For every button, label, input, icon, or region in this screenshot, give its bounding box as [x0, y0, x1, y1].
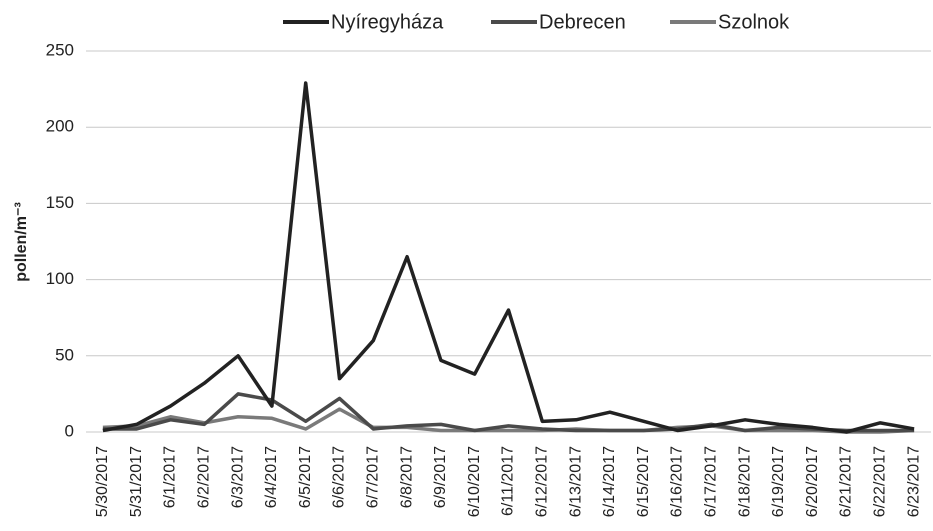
x-tick-label: 6/6/2017	[331, 446, 348, 508]
x-tick-label: 6/23/2017	[905, 446, 922, 517]
x-tick-label: 6/17/2017	[703, 446, 720, 517]
x-tick-label: 6/8/2017	[398, 446, 415, 508]
x-tick-label: 5/31/2017	[128, 446, 145, 517]
x-tick-label: 6/20/2017	[804, 446, 821, 517]
x-tick-label: 6/1/2017	[162, 446, 179, 508]
x-tick-label: 6/12/2017	[534, 446, 551, 517]
y-tick-label: 150	[46, 193, 74, 212]
x-tick-label: 6/15/2017	[635, 446, 652, 517]
x-tick-label: 6/3/2017	[229, 446, 246, 508]
y-tick-label: 250	[46, 40, 74, 59]
line-series	[102, 81, 915, 434]
legend-label: Nyíregyháza	[331, 11, 444, 33]
y-tick-label: 0	[65, 421, 74, 440]
x-tick-label: 5/30/2017	[94, 446, 111, 517]
x-tick-label: 6/10/2017	[466, 446, 483, 517]
line-series	[102, 392, 915, 433]
y-axis-label: pollen/m⁻³	[13, 202, 30, 282]
x-tick-label: 6/5/2017	[297, 446, 314, 508]
x-tick-label: 6/21/2017	[838, 446, 855, 517]
x-tick-label: 6/2/2017	[196, 446, 213, 508]
x-tick-label: 6/11/2017	[500, 446, 517, 516]
y-tick-label: 100	[46, 269, 74, 288]
line-series	[102, 407, 915, 434]
y-tick-label: 200	[46, 117, 74, 136]
x-tick-label: 6/7/2017	[365, 446, 382, 508]
x-tick-label: 6/22/2017	[872, 446, 889, 517]
legend-label: Debrecen	[539, 11, 626, 33]
x-tick-label: 6/16/2017	[669, 446, 686, 517]
x-tick-label: 6/14/2017	[601, 446, 618, 517]
x-tick-label: 6/4/2017	[263, 446, 280, 508]
x-tick-label: 6/9/2017	[432, 446, 449, 508]
legend-label: Szolnok	[718, 11, 790, 33]
x-tick-label: 6/13/2017	[567, 446, 584, 517]
x-tick-label: 6/19/2017	[770, 446, 787, 517]
x-tick-label: 6/18/2017	[736, 446, 753, 517]
y-tick-label: 50	[55, 345, 74, 364]
